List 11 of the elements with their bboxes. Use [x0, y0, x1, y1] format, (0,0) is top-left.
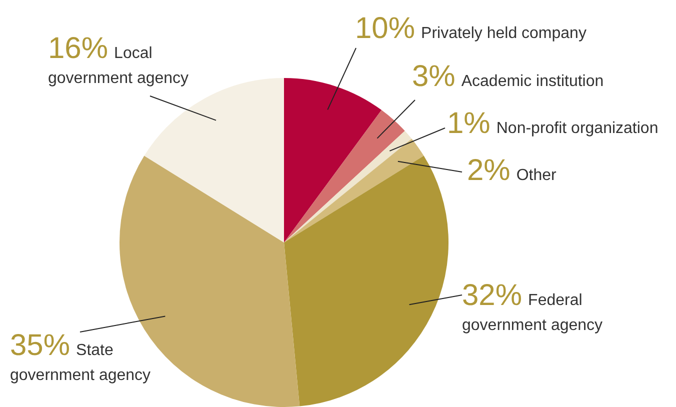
data-label: 16% [48, 32, 108, 65]
slice-label: Other [516, 167, 558, 184]
slice-label: Non-profit organization [496, 120, 658, 137]
data-label: 1% [447, 107, 490, 140]
data-label: 10% [355, 12, 416, 45]
slice-label: Privately held company [421, 25, 586, 42]
slice-label: Academic institution [461, 73, 604, 90]
data-label: 3% [412, 60, 456, 93]
data-label: 35% [10, 329, 70, 362]
data-label: 2% [467, 154, 510, 187]
data-label: 32% [462, 279, 522, 312]
